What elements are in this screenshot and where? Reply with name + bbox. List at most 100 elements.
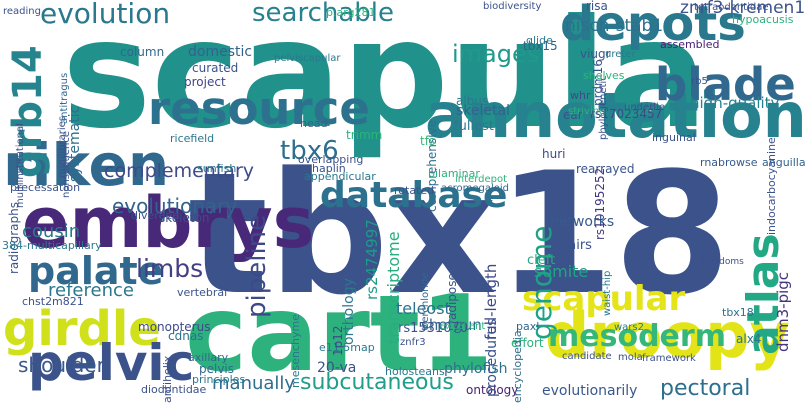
word-candidate: candidate bbox=[562, 351, 612, 362]
word-assembled: assembled bbox=[660, 38, 720, 51]
word-znrf3-kremen1: znrf3-kremen1 bbox=[680, 0, 806, 18]
word-riken: riken bbox=[3, 131, 170, 199]
word-tbx15: tbx15 bbox=[523, 39, 558, 53]
word-kingdoms: kingdoms bbox=[700, 257, 744, 267]
word-evolutionarily: evolutionarily bbox=[542, 383, 638, 399]
word-curated: curated bbox=[192, 61, 239, 75]
word-teleost: teleost bbox=[396, 299, 451, 318]
word-minilibraries: minilibraries bbox=[57, 115, 68, 178]
word-depots: depots bbox=[560, 0, 746, 52]
word-biodiversity: biodiversity bbox=[483, 1, 542, 12]
word-rb5: rb5 bbox=[691, 76, 708, 87]
word-rs1531070: rs1531070 bbox=[398, 321, 469, 336]
word-mesoderm: mesoderm bbox=[548, 319, 726, 354]
word-adipose: adipose bbox=[445, 273, 459, 320]
word-effort: effort bbox=[511, 336, 544, 350]
word-reference: reference bbox=[48, 280, 134, 301]
word-pelviscapular: pelviscapular bbox=[274, 53, 341, 64]
word-underlie: underlie bbox=[624, 102, 665, 113]
word-wars2: wars2 bbox=[614, 322, 644, 333]
word-pelvic: pelvic bbox=[28, 334, 195, 392]
word-holosteans: holosteans bbox=[385, 365, 445, 378]
word-ricefield: ricefield bbox=[170, 132, 215, 145]
word-acromegaloid: acromegaloid bbox=[441, 183, 510, 194]
word-shoulder: shoulder bbox=[18, 353, 105, 377]
word-1p12: 1p12 bbox=[331, 325, 345, 356]
word-palate: palate bbox=[28, 249, 164, 293]
word-chst2m821: chst2m821 bbox=[22, 295, 84, 308]
word-384-multicapillary: 384-multicapillary bbox=[2, 239, 102, 252]
word-whr: whr bbox=[570, 89, 591, 102]
word-phylofish: phylofish bbox=[444, 361, 508, 377]
word-alx4: alx4 bbox=[736, 332, 762, 346]
word-pelvis: pelvis bbox=[199, 362, 235, 376]
word-skeletal: skeletal bbox=[456, 103, 510, 119]
word-huri: huri bbox=[542, 147, 566, 161]
word-interdepot: interdepot bbox=[455, 174, 508, 185]
word-antihelix: antihelix bbox=[161, 355, 174, 403]
word-domestic: domestic bbox=[188, 44, 253, 60]
word-monopterus: monopterus bbox=[138, 320, 211, 334]
word-nisch-stab1: nisch-stab1 bbox=[565, 16, 664, 36]
word-ureter: ureter bbox=[605, 49, 636, 60]
word-tbx18: tbx18 bbox=[722, 306, 754, 319]
word-dnm3-pigc: dnm3-pigc bbox=[774, 271, 792, 352]
word-ear: ear bbox=[563, 108, 583, 122]
word-rotated: rotated bbox=[394, 184, 435, 197]
word-somite: somite bbox=[534, 262, 589, 281]
word-pipeline: pipeline bbox=[242, 214, 272, 318]
word-subcutaneous: subcutaneous bbox=[300, 370, 454, 395]
word-column: column bbox=[120, 45, 165, 59]
word-annotation: annotation bbox=[425, 79, 807, 152]
word-diverged: diverged bbox=[131, 209, 180, 222]
word-znfr3: znfr3 bbox=[400, 337, 426, 348]
word-blade: blade bbox=[655, 58, 796, 111]
word-pairs: pairs bbox=[560, 238, 592, 253]
word-evolutionary: evolutionary bbox=[112, 194, 238, 218]
word-database: database bbox=[320, 175, 508, 216]
word-complementary: complementary bbox=[104, 160, 254, 182]
word-glide: glide bbox=[526, 34, 553, 47]
word-rs2474997: rs2474997 bbox=[363, 219, 381, 300]
word-resource: resource bbox=[148, 82, 370, 135]
word-cleft: cleft bbox=[527, 253, 556, 268]
word-shotgun: shotgun bbox=[421, 316, 482, 334]
word-rnabrowse: rnabrowse bbox=[700, 156, 758, 169]
word-procedures: procedures bbox=[484, 318, 500, 397]
word-appendicular: appendicular bbox=[304, 170, 376, 183]
word-cart1: cart1 bbox=[185, 273, 494, 395]
word-images: images bbox=[452, 40, 540, 68]
word-searchable: searchable bbox=[252, 0, 395, 28]
word-albus: albus bbox=[456, 94, 489, 108]
word-multiinstitutional: multiinstitutional bbox=[15, 123, 26, 208]
word-precessation: precessation bbox=[10, 181, 81, 194]
word-waist-hip: waist-hip bbox=[602, 270, 613, 316]
word-trimm: trimm bbox=[346, 128, 383, 142]
word-high-quality: high-quality bbox=[690, 94, 780, 112]
word-embrys: embrys bbox=[22, 182, 315, 264]
word-antitragus: antitragus bbox=[59, 72, 70, 124]
word-diodontidae: diodontidae bbox=[141, 383, 207, 396]
word-cdnas: cdnas bbox=[168, 329, 204, 343]
word-grb14: grb14 bbox=[5, 45, 51, 178]
word-vertebral: vertebral bbox=[177, 286, 228, 299]
word-mesenchyme: mesenchyme bbox=[289, 314, 302, 388]
word-indocarbocyanine: indocarbocyanine bbox=[765, 137, 778, 235]
word-anguilla: anguilla bbox=[762, 156, 806, 169]
word-20-va: 20-va bbox=[317, 360, 357, 376]
word-striving: striving bbox=[568, 106, 606, 117]
word-hypoacusis: hypoacusis bbox=[732, 13, 794, 26]
word-networks: networks bbox=[550, 214, 615, 230]
word-tbx18: tbx18 bbox=[188, 136, 731, 332]
word-principles: principles bbox=[192, 373, 246, 386]
word-head: head bbox=[300, 117, 328, 130]
word-perchloride: perchloride bbox=[420, 272, 431, 329]
word-risa: risa bbox=[586, 0, 608, 13]
word-mola: mola bbox=[618, 352, 643, 363]
word-viugr: viugr bbox=[580, 47, 611, 61]
word-scapular: scapular bbox=[522, 279, 686, 319]
word-framework: framework bbox=[642, 353, 696, 364]
word-rs10195252: rs10195252 bbox=[593, 167, 607, 240]
word-limbs: limbs bbox=[136, 254, 204, 283]
